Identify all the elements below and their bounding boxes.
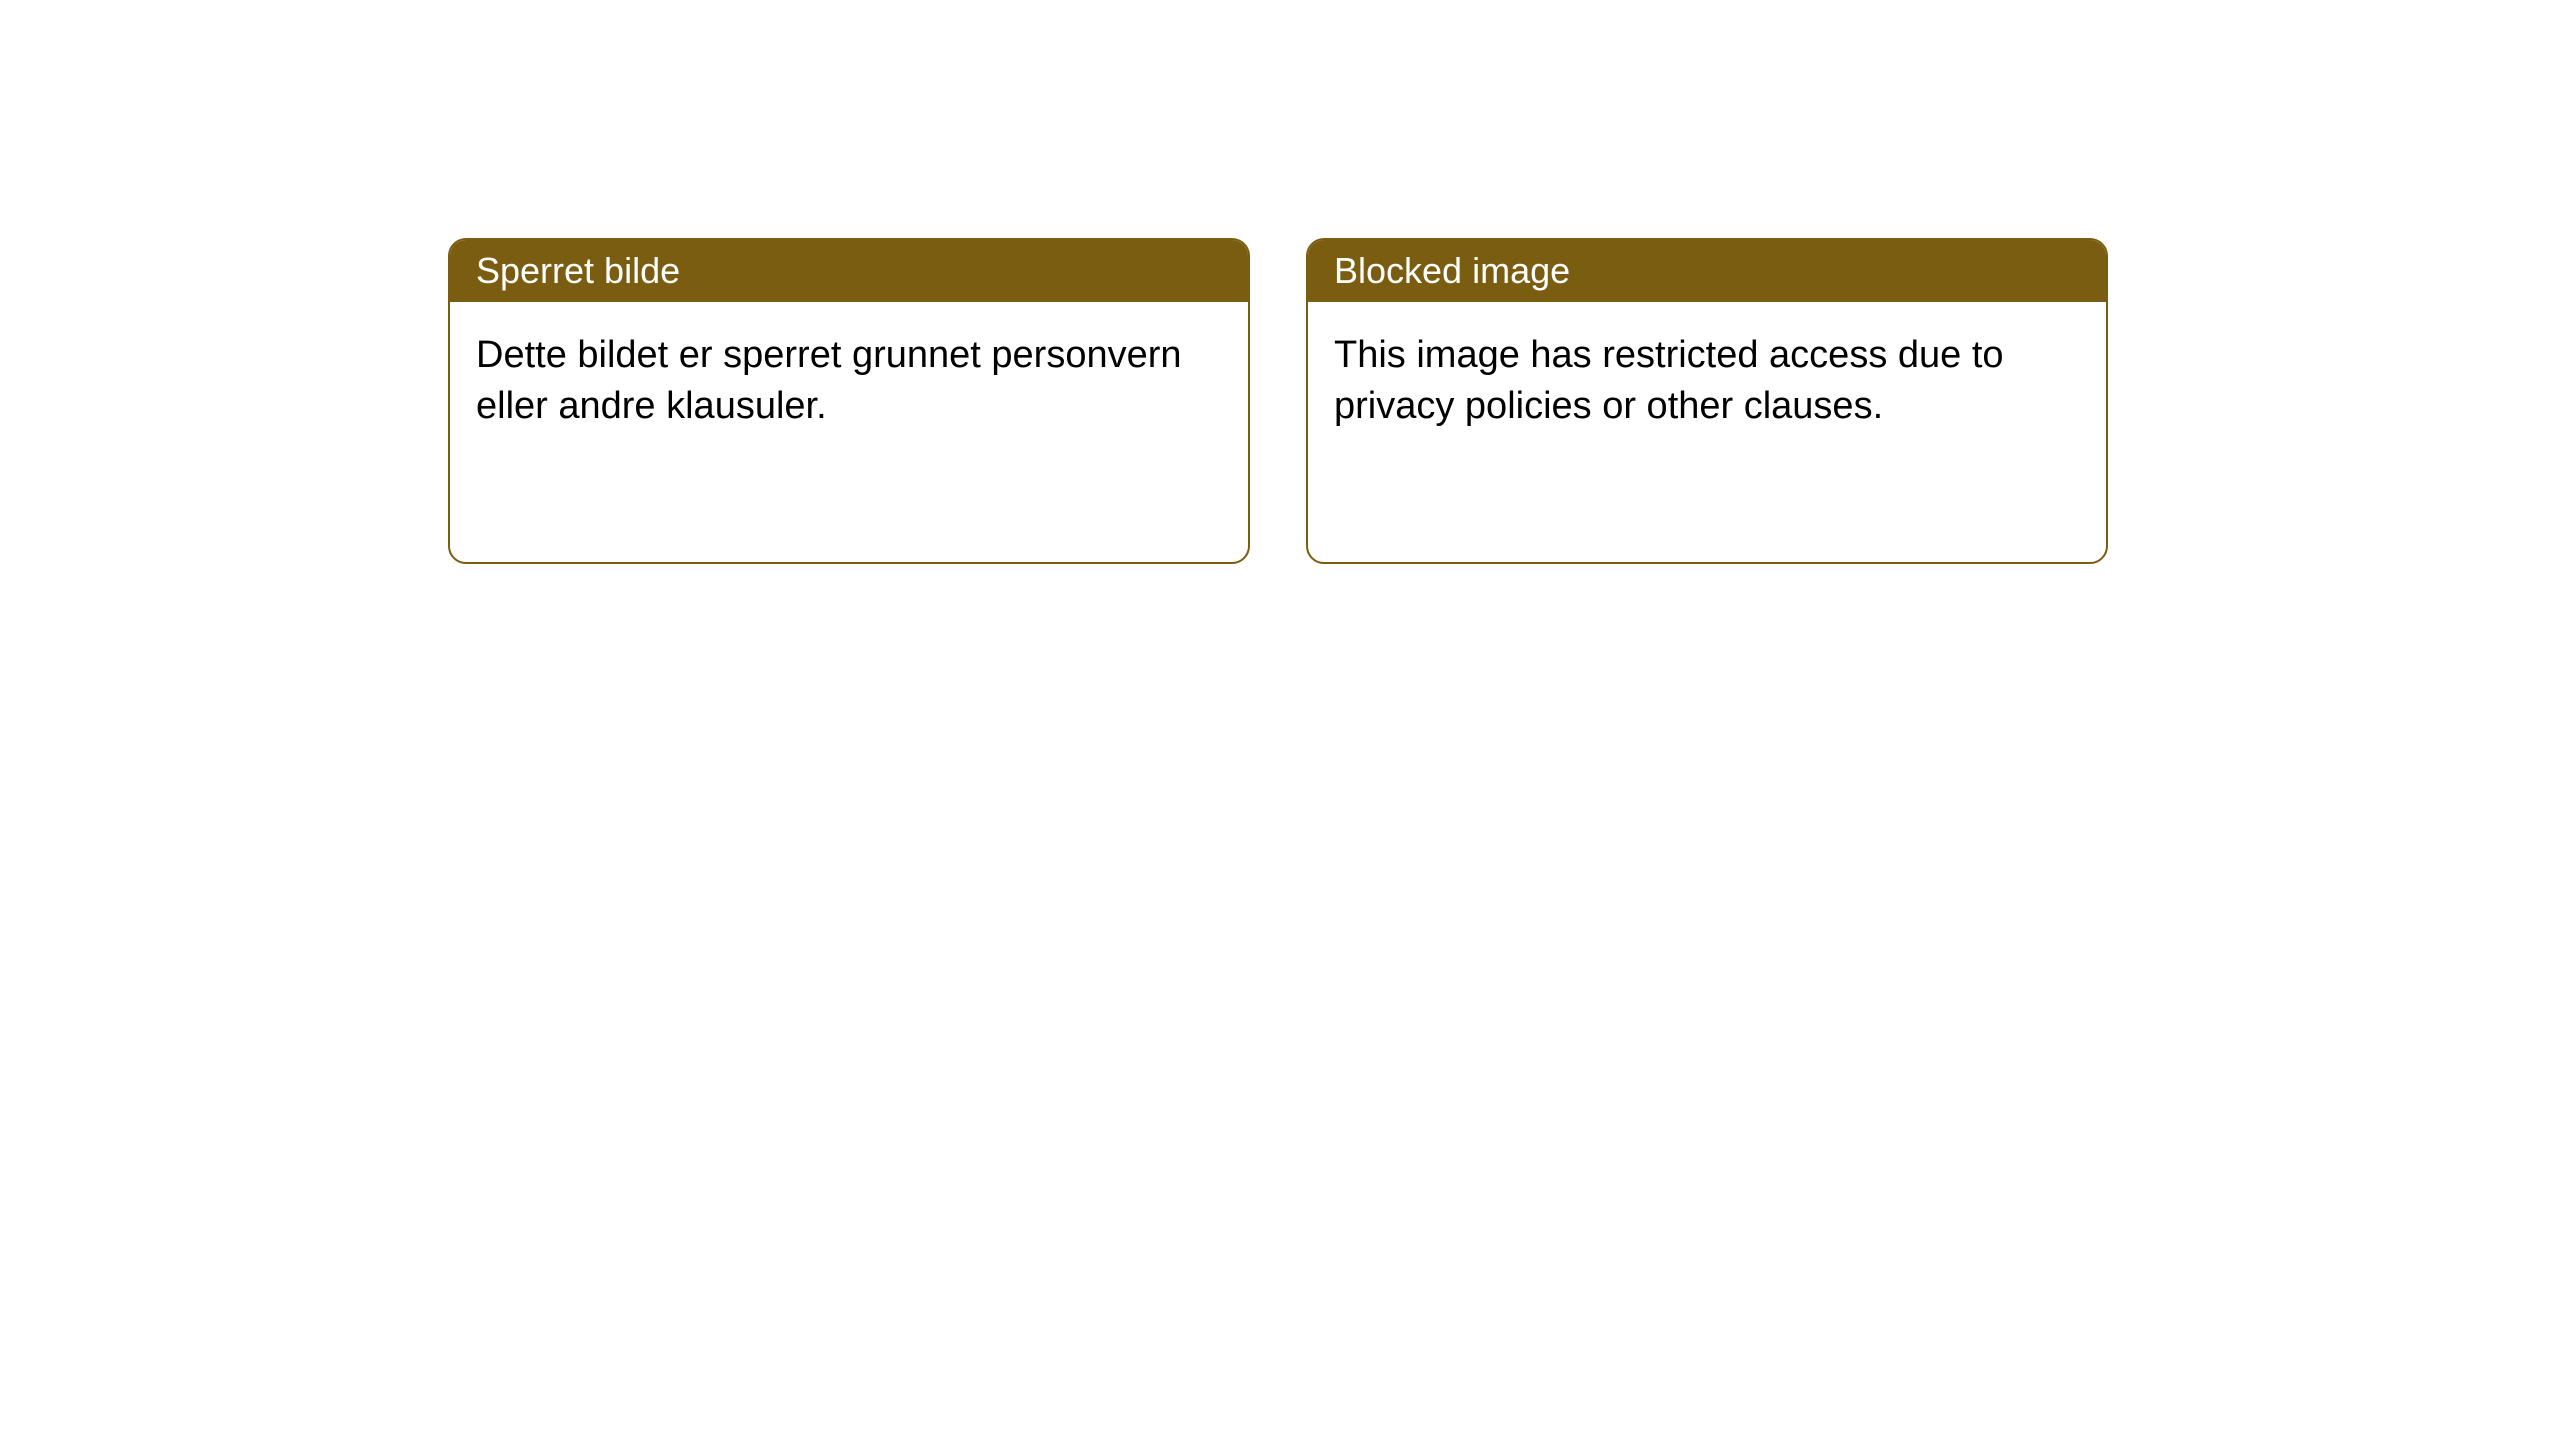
notice-card-english: Blocked image This image has restricted … xyxy=(1306,238,2108,564)
notice-header-english: Blocked image xyxy=(1308,240,2106,302)
notice-title-english: Blocked image xyxy=(1334,250,1570,291)
notice-container: Sperret bilde Dette bildet er sperret gr… xyxy=(448,238,2108,564)
notice-text-english: This image has restricted access due to … xyxy=(1334,334,2004,427)
notice-card-norwegian: Sperret bilde Dette bildet er sperret gr… xyxy=(448,238,1250,564)
notice-text-norwegian: Dette bildet er sperret grunnet personve… xyxy=(476,334,1182,427)
notice-title-norwegian: Sperret bilde xyxy=(476,250,680,291)
notice-body-norwegian: Dette bildet er sperret grunnet personve… xyxy=(450,302,1248,562)
notice-body-english: This image has restricted access due to … xyxy=(1308,302,2106,562)
notice-header-norwegian: Sperret bilde xyxy=(450,240,1248,302)
